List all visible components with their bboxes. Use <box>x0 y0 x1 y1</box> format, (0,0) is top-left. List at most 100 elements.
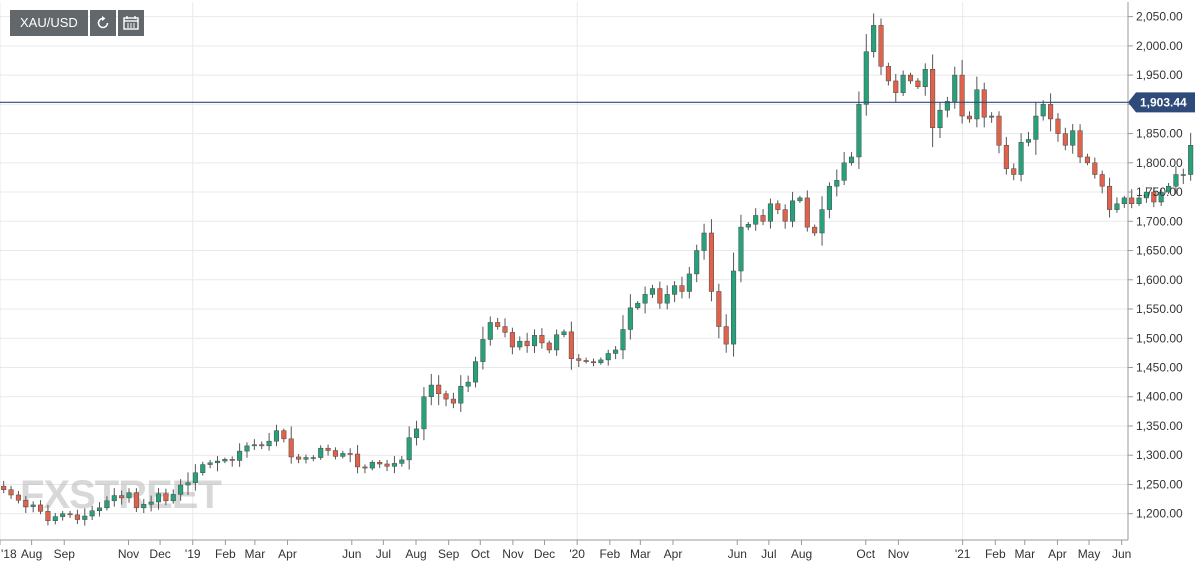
candle <box>259 441 265 450</box>
candle-body <box>767 203 773 222</box>
candle <box>384 459 390 472</box>
candle-body <box>885 66 891 82</box>
y-tick-label: 1,250.00 <box>1136 477 1183 491</box>
candle-body <box>944 101 950 111</box>
candle-body <box>1107 185 1113 210</box>
chart-grid <box>0 2 1128 540</box>
candle <box>200 461 206 476</box>
refresh-button[interactable] <box>90 10 116 36</box>
y-tick-label: 1,750.00 <box>1136 185 1183 199</box>
candle-body <box>907 74 914 82</box>
candle-body <box>377 461 383 465</box>
candle <box>1092 157 1098 179</box>
candle-body <box>237 450 243 461</box>
candle <box>753 208 759 231</box>
candle-body <box>155 493 162 503</box>
calendar-icon <box>123 16 139 30</box>
candle-body <box>266 440 272 447</box>
candle-body <box>568 331 574 359</box>
candle <box>450 392 456 409</box>
candle-body <box>760 215 766 222</box>
candle-body <box>89 510 95 517</box>
candle <box>1070 124 1076 154</box>
candle <box>480 326 486 370</box>
candle <box>1040 100 1046 121</box>
candle <box>531 329 538 353</box>
candle <box>472 356 479 388</box>
x-tick-label: Jul <box>761 547 776 561</box>
candle-body <box>856 104 862 158</box>
candle-body <box>790 200 796 222</box>
candle <box>1114 197 1120 213</box>
candle <box>1018 133 1024 182</box>
candle-body <box>111 495 117 502</box>
candle <box>391 455 397 474</box>
x-tick-label: '19 <box>185 547 201 561</box>
last-price-marker: 1,903.44 <box>0 92 1195 113</box>
candle-body <box>996 115 1002 146</box>
calendar-button[interactable] <box>118 10 144 36</box>
x-tick-label: Nov <box>502 547 523 561</box>
candle <box>443 390 449 407</box>
candle-body <box>207 462 213 465</box>
candle <box>1003 136 1009 175</box>
candle <box>347 448 353 463</box>
candle-body <box>841 162 847 181</box>
candle-body <box>244 445 250 452</box>
candle-body <box>163 493 169 502</box>
candle <box>1048 93 1054 132</box>
candle <box>583 357 589 364</box>
candle <box>377 460 383 468</box>
candle <box>303 454 309 464</box>
candle-body <box>170 494 176 502</box>
candle-body <box>119 495 125 499</box>
candle-body <box>605 353 611 361</box>
candle <box>568 321 574 370</box>
candle <box>406 426 412 470</box>
candle <box>627 294 633 340</box>
candle <box>826 182 832 219</box>
candle-body <box>126 492 132 499</box>
x-tick-label: Mar <box>245 547 266 561</box>
candle-body <box>1018 142 1024 175</box>
candle-body <box>23 499 29 507</box>
candle-body <box>1166 185 1172 193</box>
candle-body <box>863 51 869 105</box>
candle <box>930 54 936 148</box>
candle <box>296 453 302 464</box>
candle <box>185 472 191 495</box>
candle <box>67 510 73 518</box>
candle-body <box>251 444 257 447</box>
candle <box>141 498 147 514</box>
candle-body <box>539 335 545 344</box>
candle <box>15 490 21 504</box>
candle-body <box>384 463 390 467</box>
candle-body <box>664 294 670 304</box>
candle-body <box>8 489 14 496</box>
candle-body <box>531 335 538 347</box>
candle-body <box>465 381 471 387</box>
candle-body <box>509 332 515 348</box>
candle-body <box>517 340 523 348</box>
candle-body <box>679 285 685 292</box>
x-tick-label: Jun <box>728 547 747 561</box>
candle <box>775 200 781 215</box>
candle <box>82 508 88 526</box>
candle-body <box>38 504 44 512</box>
candle-body <box>1099 174 1105 187</box>
candle-body <box>15 494 21 501</box>
candle-body <box>620 329 626 351</box>
candle <box>856 91 862 169</box>
candle-body <box>303 457 309 460</box>
candle <box>1055 113 1061 142</box>
x-tick-label: Jul <box>376 547 391 561</box>
symbol-label[interactable]: XAU/USD <box>10 10 88 36</box>
candle <box>1136 195 1142 207</box>
candle <box>399 455 405 467</box>
candle-body <box>583 360 589 362</box>
candle-body <box>421 396 427 430</box>
y-tick-label: 1,650.00 <box>1136 244 1183 258</box>
candle-body <box>185 482 191 486</box>
candle-body <box>819 209 825 234</box>
